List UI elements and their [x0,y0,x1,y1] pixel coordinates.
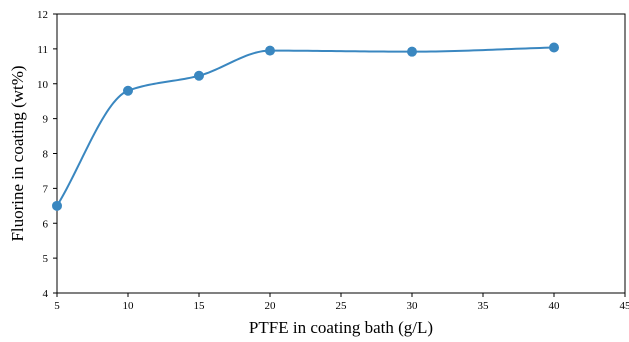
y-tick-label-7: 7 [43,183,49,195]
y-tick-label-11: 11 [37,44,48,56]
data-points [52,42,559,211]
plot-area [56,13,626,294]
x-tick-label-10: 10 [123,300,135,312]
data-point-10 [123,85,133,96]
y-tick-label-12: 12 [37,9,48,21]
x-tick-label-20: 20 [265,300,277,312]
y-tick-label-6: 6 [43,218,49,230]
y-tick-label-4: 4 [43,288,49,300]
x-tick-label-35: 35 [478,300,490,312]
x-tick-label-5: 5 [54,300,60,312]
y-tick-label-5: 5 [43,253,49,265]
data-point-40 [549,42,559,53]
y-axis: 4 5 6 7 8 9 10 11 12 [37,9,57,300]
y-axis-label: Fluorine in coating (wt%) [8,65,27,241]
data-point-20 [265,45,275,56]
series-line [56,46,555,207]
x-axis-label: PTFE in coating bath (g/L) [249,318,433,337]
x-tick-label-30: 30 [407,300,419,312]
plot-frame [56,13,626,294]
data-point-15 [194,70,204,81]
data-point-30 [407,46,417,57]
x-tick-label-40: 40 [549,300,561,312]
y-tick-label-10: 10 [37,79,49,91]
y-tick-label-9: 9 [43,114,49,126]
x-tick-label-15: 15 [194,300,206,312]
x-tick-label-25: 25 [336,300,348,312]
data-point-5 [52,200,62,211]
y-tick-label-8: 8 [43,149,49,161]
x-tick-label-45: 45 [620,300,629,312]
x-axis: 5 10 15 20 25 30 35 40 45 [54,293,629,312]
